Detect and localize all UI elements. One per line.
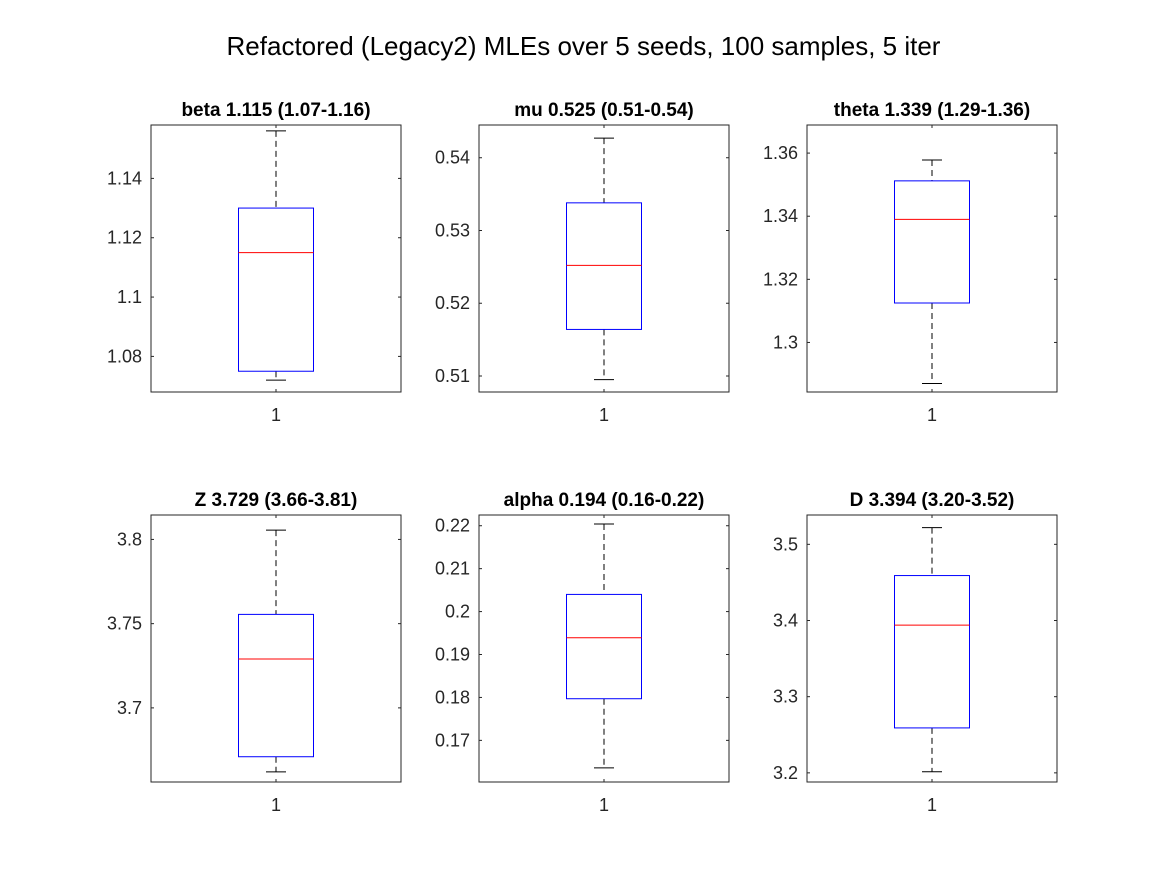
y-tick-label: 1.1 — [117, 287, 142, 307]
y-tick-label: 1.08 — [107, 346, 142, 366]
x-tick-label: 1 — [599, 405, 609, 425]
x-tick-label: 1 — [927, 405, 937, 425]
y-tick-label: 3.3 — [773, 687, 798, 707]
y-tick-label: 1.12 — [107, 228, 142, 248]
y-tick-label: 0.18 — [435, 687, 470, 707]
subplot-title: beta 1.115 (1.07-1.16) — [181, 100, 370, 121]
iqr-box — [566, 202, 642, 330]
figure-title: Refactored (Legacy2) MLEs over 5 seeds, … — [227, 31, 941, 61]
subplot-2: theta 1.339 (1.29-1.36) 1.3 1.32 1.34 1.36 1 — [763, 100, 1058, 425]
subplot-title: theta 1.339 (1.29-1.36) — [834, 100, 1030, 121]
iqr-box — [238, 613, 314, 758]
y-tick-label: 0.54 — [435, 148, 470, 168]
subplot-title: alpha 0.194 (0.16-0.22) — [504, 490, 705, 511]
y-tick-label: 0.52 — [435, 293, 470, 313]
axes-frame — [150, 514, 402, 783]
y-tick-label: 3.4 — [773, 611, 798, 631]
y-tick-label: 1.36 — [763, 143, 798, 163]
y-tick-label: 0.21 — [435, 559, 470, 579]
subplot-0: beta 1.115 (1.07-1.16) 1.08 1.1 1.12 1.14 1 — [107, 100, 402, 425]
subplot-1: mu 0.525 (0.51-0.54) 0.51 0.52 0.53 0.54 1 — [435, 100, 730, 425]
y-tick-label: 0.19 — [435, 645, 470, 665]
y-tick-label: 1.3 — [773, 332, 798, 352]
y-tick-label: 0.53 — [435, 220, 470, 240]
y-tick-label: 1.34 — [763, 206, 798, 226]
iqr-box — [238, 207, 314, 372]
iqr-box — [894, 180, 970, 304]
subplot-3: Z 3.729 (3.66-3.81) 3.7 3.75 3.8 1 — [107, 490, 402, 815]
x-tick-label: 1 — [271, 405, 281, 425]
subplot-title: mu 0.525 (0.51-0.54) — [514, 100, 694, 121]
y-tick-label: 3.2 — [773, 763, 798, 783]
subplot-grid: beta 1.115 (1.07-1.16)1.081.11.121.141mu… — [107, 100, 1058, 815]
y-tick-label: 1.14 — [107, 168, 142, 188]
y-tick-label: 3.75 — [107, 614, 142, 634]
x-tick-label: 1 — [927, 795, 937, 815]
y-tick-label: 0.2 — [445, 602, 470, 622]
y-tick-label: 1.32 — [763, 269, 798, 289]
y-tick-label: 0.17 — [435, 730, 470, 750]
iqr-box — [566, 593, 642, 700]
subplot-title: Z 3.729 (3.66-3.81) — [195, 490, 358, 511]
iqr-box — [894, 575, 970, 729]
subplot-4: alpha 0.194 (0.16-0.22) 0.17 0.18 0.19 0.2 0.… — [435, 490, 730, 815]
x-tick-label: 1 — [271, 795, 281, 815]
y-tick-label: 3.5 — [773, 534, 798, 554]
y-tick-label: 0.51 — [435, 366, 470, 386]
subplot-title: D 3.394 (3.20-3.52) — [850, 490, 1015, 511]
y-tick-label: 3.8 — [117, 529, 142, 549]
x-tick-label: 1 — [599, 795, 609, 815]
y-tick-label: 3.7 — [117, 698, 142, 718]
axes-frame — [150, 124, 402, 393]
subplot-5: D 3.394 (3.20-3.52) 3.2 3.3 3.4 3.5 1 — [773, 490, 1058, 815]
y-tick-label: 0.22 — [435, 516, 470, 536]
